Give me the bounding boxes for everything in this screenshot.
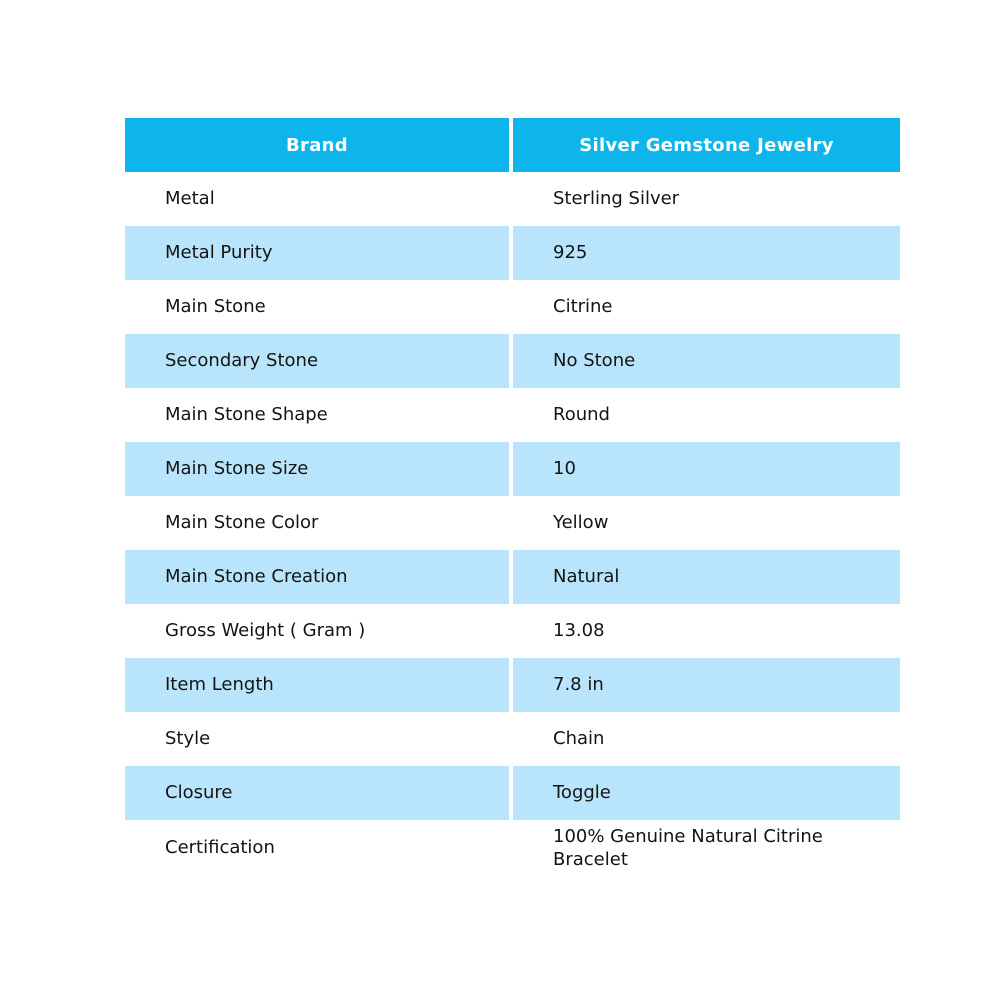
spec-label: Main Stone Size	[125, 442, 513, 496]
spec-label: Main Stone Creation	[125, 550, 513, 604]
table-row: Gross Weight ( Gram ) 13.08	[125, 604, 900, 658]
spec-value: No Stone	[513, 334, 900, 388]
table-head: Brand Silver Gemstone Jewelry	[125, 118, 900, 172]
spec-value: Natural	[513, 550, 900, 604]
table-row: Main Stone Size 10	[125, 442, 900, 496]
header-cell-product-title: Silver Gemstone Jewelry	[513, 118, 900, 172]
table-row: Style Chain	[125, 712, 900, 766]
product-spec-table: Brand Silver Gemstone Jewelry Metal Ster…	[125, 118, 900, 877]
spec-value: 7.8 in	[513, 658, 900, 712]
spec-value: Round	[553, 403, 610, 425]
spec-label: Gross Weight ( Gram )	[125, 604, 513, 658]
spec-value: Citrine	[553, 295, 613, 317]
spec-label: Metal Purity	[125, 226, 513, 280]
spec-label: Secondary Stone	[125, 334, 513, 388]
table-row: Metal Purity 925	[125, 226, 900, 280]
spec-value: 13.08	[553, 619, 605, 641]
table-row: Metal Sterling Silver	[125, 172, 900, 226]
spec-value: Yellow	[553, 511, 609, 533]
spec-value: 925	[513, 226, 900, 280]
spec-value: 10	[513, 442, 900, 496]
table-body: Metal Sterling Silver Metal Purity 925 M…	[125, 172, 900, 877]
table-row: Item Length 7.8 in	[125, 658, 900, 712]
table-row: Closure Toggle	[125, 766, 900, 820]
spec-label: Metal	[125, 172, 513, 226]
spec-label: Main Stone Color	[125, 496, 513, 550]
spec-label: Item Length	[125, 658, 513, 712]
spec-label: Main Stone Shape	[125, 388, 513, 442]
table-row: Main Stone Color Yellow	[125, 496, 900, 550]
table-row: Main Stone Creation Natural	[125, 550, 900, 604]
spec-label: Style	[125, 712, 513, 766]
spec-value: 100% Genuine Natural Citrine Bracelet	[553, 826, 823, 870]
spec-value: Sterling Silver	[553, 187, 680, 209]
spec-value: Toggle	[513, 766, 900, 820]
table-header-row: Brand Silver Gemstone Jewelry	[125, 118, 900, 172]
table-row: Secondary Stone No Stone	[125, 334, 900, 388]
table-row: Certification 100% Genuine Natural Citri…	[125, 820, 900, 877]
spec-label: Closure	[125, 766, 513, 820]
spec-label: Certification	[125, 820, 513, 877]
spec-value: Chain	[553, 727, 605, 749]
spec-label: Main Stone	[125, 280, 513, 334]
table-row: Main Stone Citrine	[125, 280, 900, 334]
header-cell-brand: Brand	[125, 118, 513, 172]
table-row: Main Stone Shape Round	[125, 388, 900, 442]
